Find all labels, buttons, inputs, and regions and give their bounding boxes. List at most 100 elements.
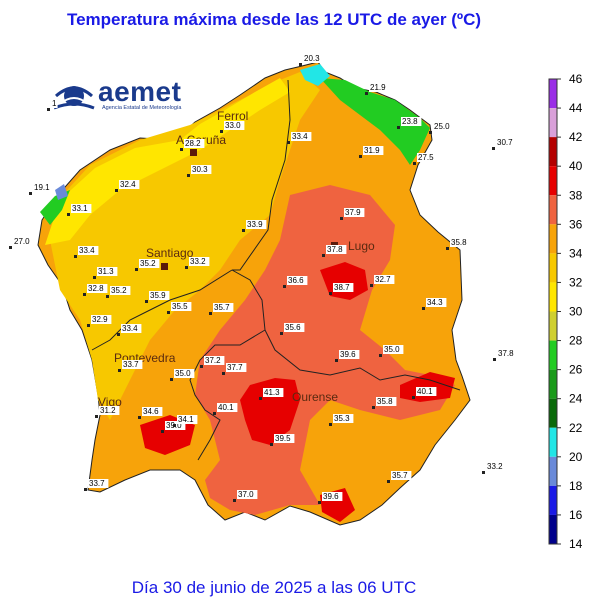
station-marker bbox=[83, 293, 86, 296]
station-marker bbox=[280, 332, 283, 335]
city-label: Lugo bbox=[348, 239, 375, 253]
station-marker bbox=[106, 295, 109, 298]
station-marker bbox=[29, 192, 32, 195]
legend-tick-label: 36 bbox=[569, 217, 583, 231]
city-label: Ourense bbox=[292, 390, 338, 404]
station-label-bg bbox=[417, 153, 438, 162]
station-value: 41.3 bbox=[264, 388, 280, 397]
station-value: 36.6 bbox=[288, 276, 304, 285]
station-label-bg bbox=[344, 208, 365, 217]
station-value: 23.8 bbox=[402, 117, 418, 126]
station-label-bg bbox=[486, 462, 507, 471]
station-marker bbox=[185, 266, 188, 269]
legend-band bbox=[549, 456, 557, 486]
legend-tick-label: 22 bbox=[569, 421, 583, 435]
station-value: 35.5 bbox=[172, 302, 188, 311]
coast-green-west bbox=[40, 190, 70, 225]
coast-cyan-north bbox=[300, 64, 330, 86]
legend-tick-label: 20 bbox=[569, 450, 583, 464]
legend-band bbox=[549, 79, 557, 109]
station-label-bg bbox=[33, 183, 54, 192]
legend-tick-label: 46 bbox=[569, 72, 583, 86]
station-marker bbox=[118, 369, 121, 372]
station-marker bbox=[115, 189, 118, 192]
station-marker bbox=[220, 130, 223, 133]
coast-green-north bbox=[320, 78, 430, 165]
station-value: 35.2 bbox=[140, 259, 156, 268]
station-marker bbox=[93, 276, 96, 279]
station-marker bbox=[233, 499, 236, 502]
station-label-bg bbox=[88, 479, 109, 488]
station-marker bbox=[138, 416, 141, 419]
station-label-bg bbox=[291, 132, 312, 141]
legend-band bbox=[549, 282, 557, 312]
station-label-bg bbox=[237, 490, 258, 499]
legend-tick-label: 32 bbox=[569, 275, 583, 289]
station-label-bg bbox=[376, 397, 397, 406]
legend-tick-label: 26 bbox=[569, 363, 583, 377]
station-value: 1 bbox=[52, 99, 57, 108]
station-value: 40.1 bbox=[417, 387, 433, 396]
legend-band bbox=[549, 108, 557, 138]
legend-tick-label: 38 bbox=[569, 188, 583, 202]
legend-colorbar: 46 44 42 40 38 36 34 32 30 28 26 24 22 20 18 16 14 bbox=[548, 72, 583, 551]
station-marker bbox=[87, 324, 90, 327]
legend-band bbox=[549, 195, 557, 225]
station-marker bbox=[117, 333, 120, 336]
legend-band bbox=[549, 253, 557, 283]
station-label-bg bbox=[99, 406, 120, 415]
province-border-pontevedra-ourense bbox=[189, 329, 266, 461]
station-value: 34.3 bbox=[427, 298, 443, 307]
legend-band bbox=[549, 485, 557, 515]
legend-tick-label: 24 bbox=[569, 392, 583, 406]
province-border-lugo-ourense bbox=[231, 269, 461, 391]
station-value: 37.2 bbox=[205, 356, 221, 365]
station-marker bbox=[429, 131, 432, 134]
station-value: 27.0 bbox=[14, 237, 30, 246]
station-label-bg bbox=[284, 323, 305, 332]
station-value: 33.9 bbox=[247, 220, 263, 229]
station-value: 33.7 bbox=[89, 479, 105, 488]
station-marker bbox=[318, 501, 321, 504]
station-marker bbox=[493, 358, 496, 361]
station-value: 39.5 bbox=[275, 434, 291, 443]
station-value: 35.3 bbox=[334, 414, 350, 423]
station-label-bg bbox=[374, 275, 395, 284]
station-value: 34.6 bbox=[143, 407, 159, 416]
station-values: 20.3 21.9 23.8 25.0 27.5 30.7 33.0 33.4 31.9 28.2… bbox=[9, 54, 518, 504]
station-label-bg bbox=[139, 259, 160, 268]
station-label-bg bbox=[78, 246, 99, 255]
legend-band bbox=[549, 311, 557, 341]
station-value: 33.1 bbox=[72, 204, 88, 213]
station-value: 20.3 bbox=[304, 54, 320, 63]
station-value: 35.6 bbox=[285, 323, 301, 332]
legend-band bbox=[549, 166, 557, 196]
station-marker bbox=[270, 443, 273, 446]
legend-band bbox=[549, 340, 557, 370]
station-marker bbox=[187, 174, 190, 177]
station-marker bbox=[74, 255, 77, 258]
legend-tick-label: 30 bbox=[569, 305, 583, 319]
station-value: 35.7 bbox=[392, 471, 408, 480]
logo-name: aemet bbox=[98, 76, 182, 107]
city-label: Santiago bbox=[146, 246, 194, 260]
station-value: 33.4 bbox=[292, 132, 308, 141]
legend-band bbox=[549, 398, 557, 428]
station-marker bbox=[370, 284, 373, 287]
station-label-bg bbox=[433, 122, 454, 131]
legend-tick-label: 16 bbox=[569, 508, 583, 522]
station-marker bbox=[67, 213, 70, 216]
legend-tick-label: 42 bbox=[569, 130, 583, 144]
legend-band bbox=[549, 137, 557, 167]
station-value: 25.0 bbox=[434, 122, 450, 131]
station-label-bg bbox=[363, 146, 384, 155]
station-marker bbox=[135, 268, 138, 271]
station-label-bg bbox=[171, 302, 192, 311]
station-value: 35.0 bbox=[175, 369, 191, 378]
station-label-bg bbox=[174, 369, 195, 378]
station-label-bg bbox=[121, 324, 142, 333]
station-marker bbox=[9, 246, 12, 249]
station-value: 28.2 bbox=[185, 139, 201, 148]
station-marker bbox=[213, 412, 216, 415]
station-value: 37.8 bbox=[498, 349, 514, 358]
